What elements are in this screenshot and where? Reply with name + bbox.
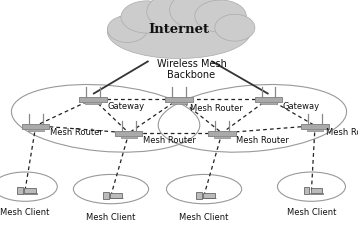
Ellipse shape <box>215 14 255 41</box>
Text: Mesh Client: Mesh Client <box>287 208 336 217</box>
Bar <box>115 131 142 136</box>
Ellipse shape <box>107 16 147 42</box>
Bar <box>110 193 122 198</box>
Text: Mesh Router: Mesh Router <box>190 104 243 113</box>
Text: Mesh Router: Mesh Router <box>236 136 289 145</box>
Text: Mesh Router: Mesh Router <box>326 129 358 137</box>
Text: Gateway: Gateway <box>107 102 145 111</box>
Bar <box>109 198 123 199</box>
Bar <box>307 129 323 131</box>
Bar <box>85 102 101 104</box>
Ellipse shape <box>170 0 224 29</box>
Ellipse shape <box>107 5 251 59</box>
Bar <box>203 193 215 198</box>
Bar <box>260 102 277 104</box>
Bar <box>202 198 216 199</box>
Bar <box>311 188 322 193</box>
Bar <box>208 131 236 136</box>
Bar <box>79 97 107 102</box>
Text: Mesh Client: Mesh Client <box>179 213 229 222</box>
Text: Mesh Router: Mesh Router <box>143 136 196 145</box>
Bar <box>301 123 329 129</box>
Bar <box>310 193 323 194</box>
Bar <box>17 187 23 194</box>
Text: Internet: Internet <box>149 23 209 36</box>
Bar <box>171 102 187 104</box>
Ellipse shape <box>195 0 246 32</box>
Bar <box>103 192 108 199</box>
Text: Mesh Client: Mesh Client <box>86 213 136 222</box>
Bar <box>255 97 282 102</box>
Bar <box>23 193 37 194</box>
Bar <box>214 136 230 138</box>
Text: Mesh Router: Mesh Router <box>50 129 103 137</box>
Bar <box>28 129 44 131</box>
Bar <box>304 187 309 194</box>
Bar <box>121 136 137 138</box>
Bar <box>165 97 193 102</box>
Ellipse shape <box>147 0 197 29</box>
Ellipse shape <box>121 1 173 33</box>
Bar <box>22 123 49 129</box>
Text: Mesh Client: Mesh Client <box>0 208 50 217</box>
Text: Gateway: Gateway <box>283 102 320 111</box>
Bar <box>196 192 202 199</box>
Text: Wireless Mesh
Backbone: Wireless Mesh Backbone <box>156 59 227 80</box>
Bar <box>24 188 36 193</box>
